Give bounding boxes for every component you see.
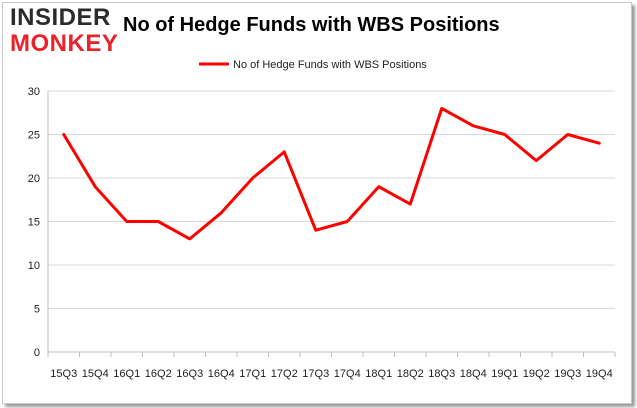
- x-tick-label: 18Q3: [428, 368, 455, 380]
- logo-bottom-text: MONKEY: [10, 30, 119, 57]
- y-tick-labels: 0 5 10 15 20 25 30: [28, 86, 40, 359]
- x-tick-label: 17Q2: [271, 368, 298, 380]
- x-tick-label: 16Q2: [145, 368, 172, 380]
- y-tick-label: 15: [28, 217, 40, 229]
- y-tick-label: 30: [28, 86, 40, 98]
- x-tick-label: 15Q3: [50, 368, 77, 380]
- legend: No of Hedge Funds with WBS Positions: [199, 59, 427, 71]
- insider-monkey-logo: INSIDER MONKEY: [10, 6, 120, 58]
- x-tick-label: 17Q1: [239, 368, 266, 380]
- grid-lines: [48, 90, 615, 309]
- x-tick-label: 18Q2: [397, 368, 424, 380]
- chart-title: No of Hedge Funds with WBS Positions: [123, 14, 500, 36]
- axes: [47, 91, 616, 357]
- y-tick-label: 10: [28, 260, 40, 272]
- x-tick-label: 19Q4: [586, 368, 613, 380]
- series-line: [62, 106, 601, 241]
- legend-label: No of Hedge Funds with WBS Positions: [233, 59, 427, 71]
- chart-frame: [2, 2, 632, 404]
- x-tick-label: 18Q4: [460, 368, 487, 380]
- x-tick-label: 17Q4: [334, 368, 361, 380]
- x-tick-label: 17Q3: [302, 368, 329, 380]
- series-lines: [62, 106, 601, 241]
- y-tick-label: 0: [34, 347, 40, 359]
- x-tick-label: 16Q3: [176, 368, 203, 380]
- x-tick-labels: 15Q3 15Q4 16Q1 16Q2 16Q3 16Q4 17Q1 17Q2 17Q3 17Q4…: [50, 368, 612, 380]
- x-tick-label: 18Q1: [365, 368, 392, 380]
- x-tick-label: 15Q4: [82, 368, 109, 380]
- x-tick-label: 19Q2: [523, 368, 550, 380]
- logo-top-text: INSIDER: [10, 4, 111, 31]
- x-tick-label: 16Q4: [208, 368, 235, 380]
- x-tick-label: 19Q3: [554, 368, 581, 380]
- x-tick-label: 19Q1: [491, 368, 518, 380]
- y-tick-label: 20: [28, 173, 40, 185]
- y-tick-label: 5: [34, 304, 40, 316]
- x-tick-label: 16Q1: [113, 368, 140, 380]
- y-tick-label: 25: [28, 130, 40, 142]
